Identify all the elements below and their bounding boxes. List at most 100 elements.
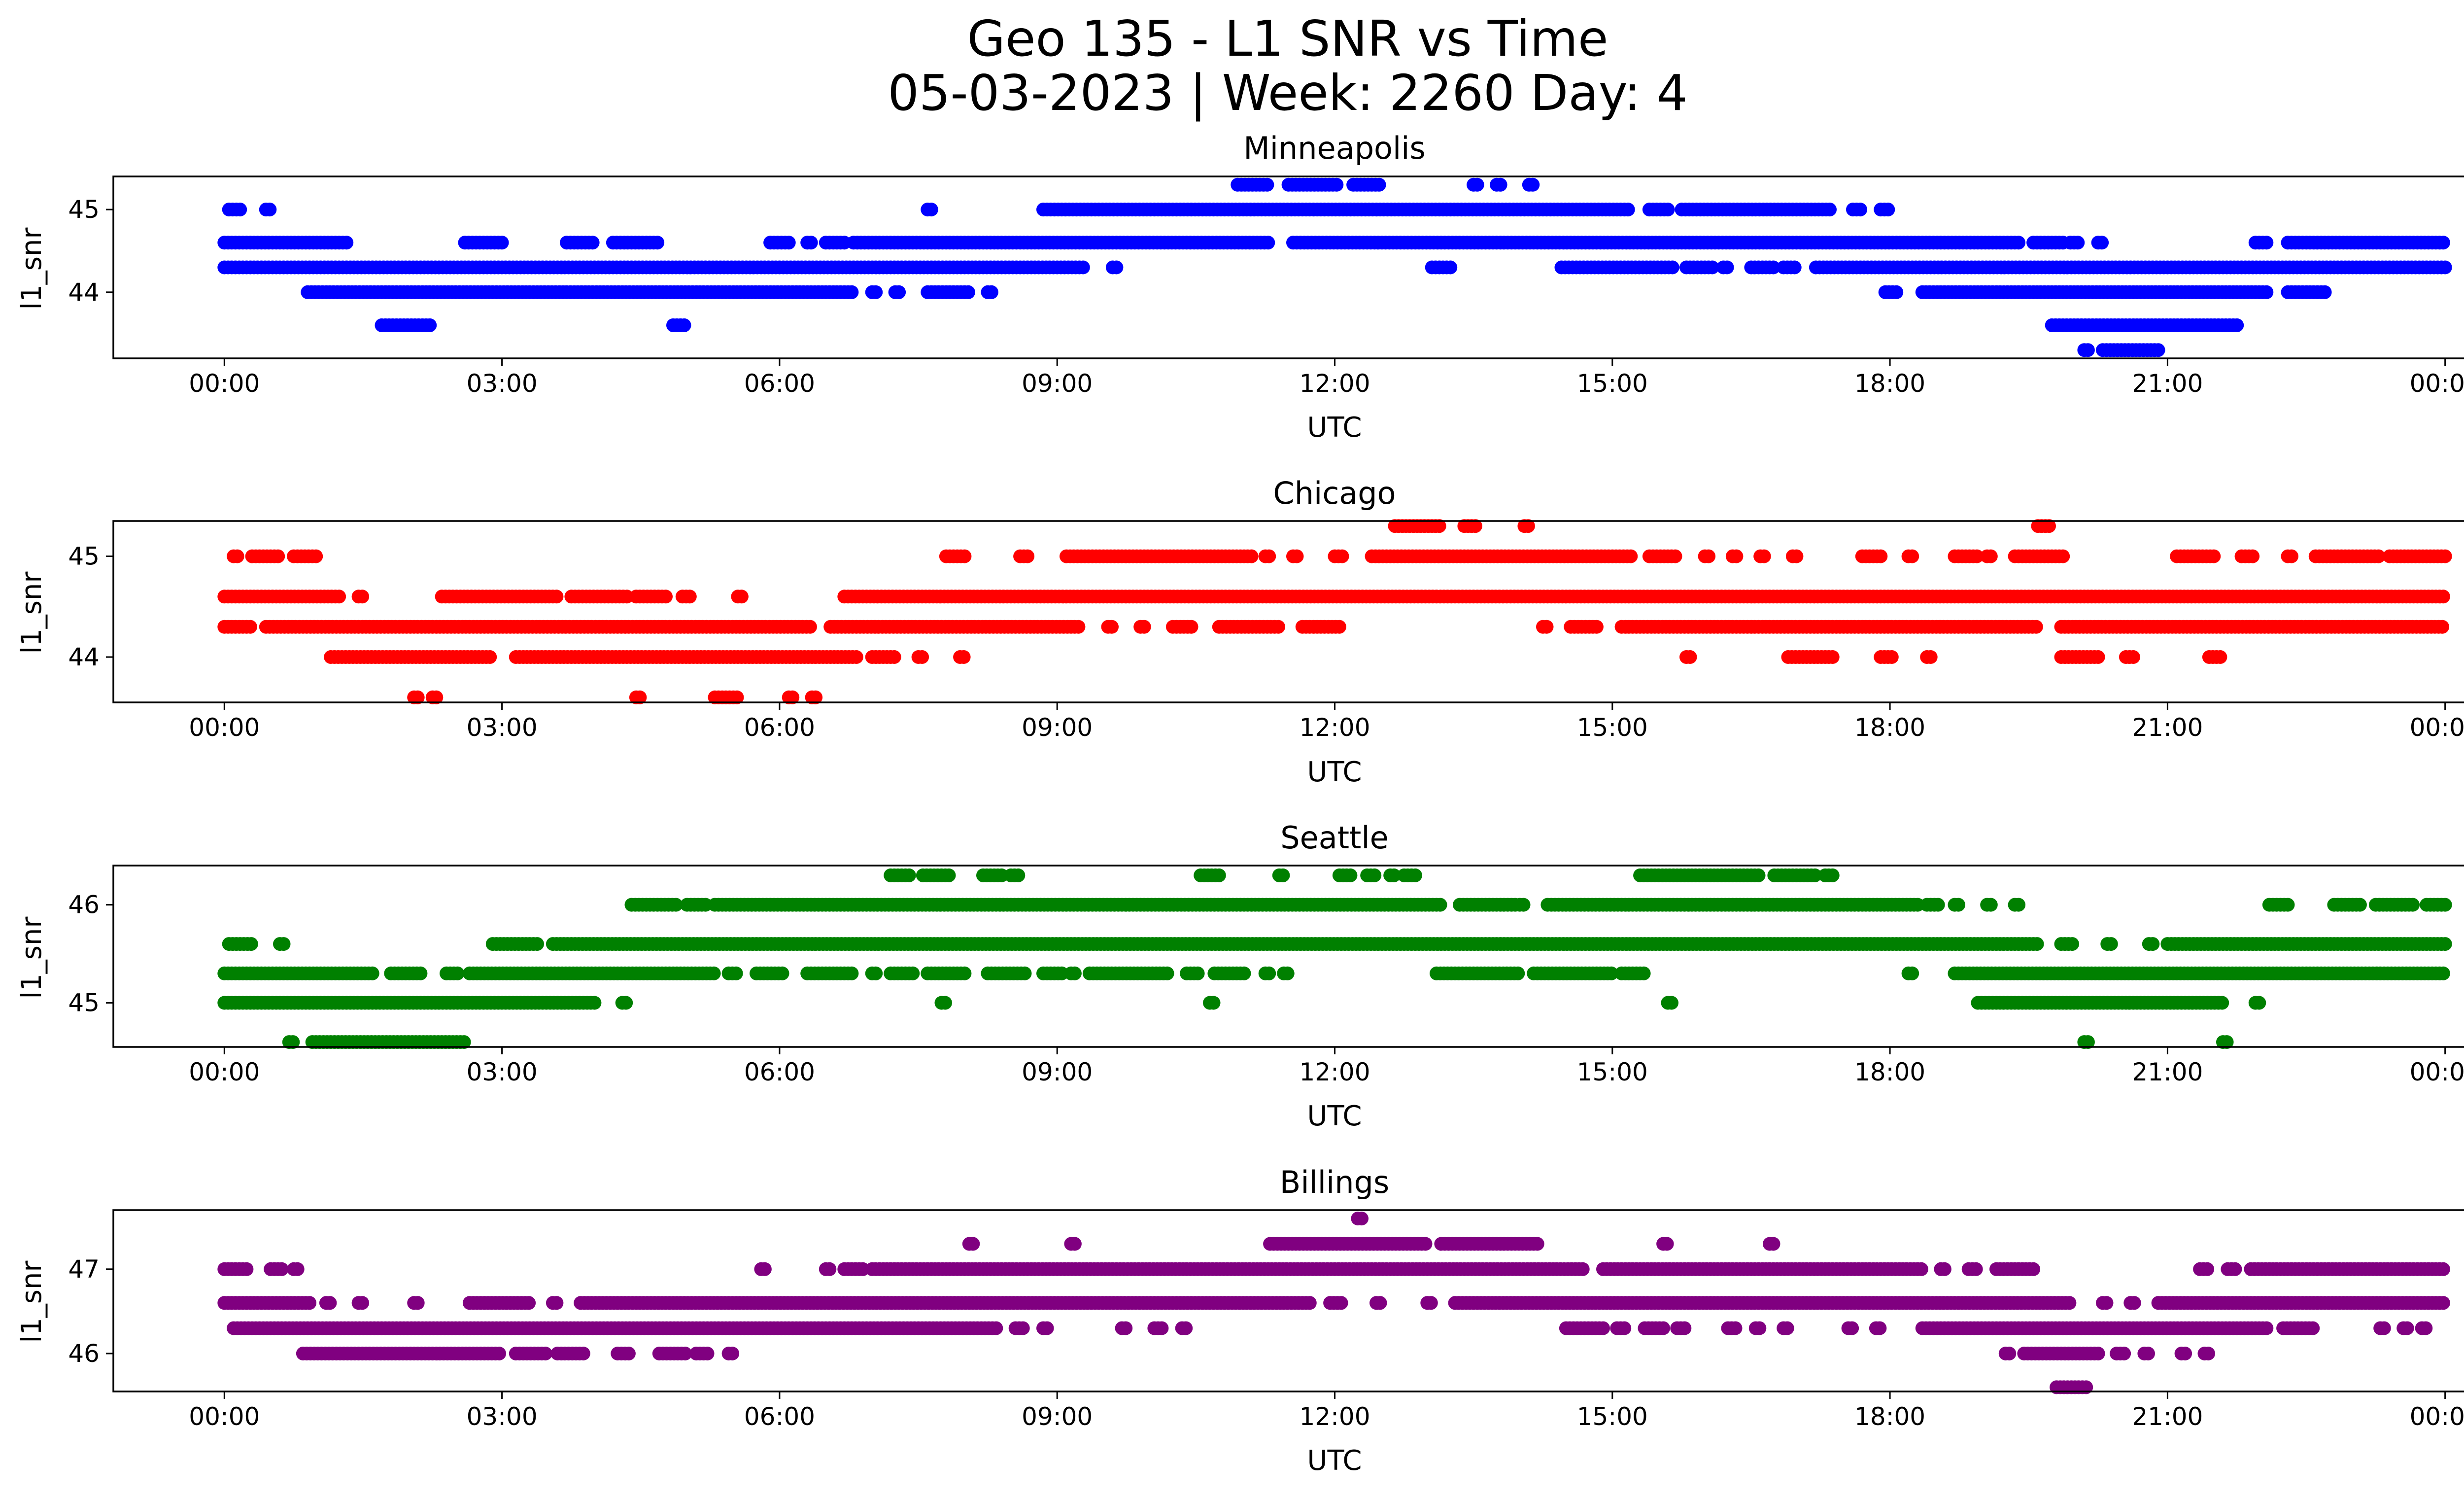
data-point (2065, 937, 2079, 951)
data-point (707, 966, 721, 980)
data-point (450, 966, 465, 980)
data-point (1280, 966, 1295, 980)
data-point (1951, 898, 1965, 912)
data-point (530, 937, 544, 951)
data-point (1330, 177, 1344, 192)
data-point (1884, 650, 1899, 664)
data-point (1372, 177, 1386, 192)
x-tick-label: 21:00 (2132, 369, 2203, 398)
data-point (2436, 966, 2450, 980)
data-point (1290, 549, 1304, 563)
data-point (782, 236, 796, 250)
panel-title: Chicago (1273, 475, 1396, 511)
data-point (1160, 966, 1174, 980)
data-point (957, 650, 971, 664)
data-point (892, 285, 906, 299)
data-point (1589, 620, 1604, 634)
data-point (1621, 203, 1635, 217)
data-point (1137, 620, 1151, 634)
data-point (1432, 519, 1446, 533)
data-point (1984, 898, 1998, 912)
x-tick-label: 09:00 (1022, 369, 1093, 398)
data-point (650, 236, 665, 250)
x-tick-label: 12:00 (1299, 1058, 1370, 1086)
data-point (659, 590, 673, 604)
data-point (1332, 620, 1346, 634)
data-point (309, 549, 323, 563)
data-point (1905, 966, 1919, 980)
data-point (1766, 260, 1780, 275)
data-point (233, 203, 247, 217)
panel-minneapolis: 00:00 03:00 06:00 09:00 12:00 15:00 18:00 21:00… (68, 175, 2464, 398)
data-point (274, 1262, 289, 1276)
data-point (413, 966, 428, 980)
data-point (1823, 203, 1837, 217)
data-point (1530, 1237, 1544, 1251)
data-point (2259, 236, 2274, 250)
data-point (1668, 549, 1682, 563)
x-tick-label: 06:00 (744, 1058, 815, 1086)
y-tick-label: 45 (68, 195, 100, 224)
data-point (2438, 260, 2452, 275)
data-point (2056, 549, 2070, 563)
data-point (2215, 996, 2229, 1010)
data-point (2151, 343, 2165, 357)
data-point (2246, 549, 2260, 563)
data-point (1853, 203, 1867, 217)
data-point (1660, 1237, 1674, 1251)
data-point (2438, 549, 2452, 563)
data-point (1874, 549, 1888, 563)
data-point (1751, 868, 1766, 882)
data-point (1433, 898, 1447, 912)
data-point (340, 236, 354, 250)
data-point (924, 203, 938, 217)
data-point (1984, 549, 1998, 563)
data-point (2438, 937, 2452, 951)
data-point (2081, 343, 2095, 357)
data-point (230, 549, 244, 563)
x-tick-label: 06:00 (744, 713, 815, 742)
y-axis-label: l1_snr (16, 227, 48, 310)
data-point (1184, 620, 1198, 634)
data-point (1368, 868, 1382, 882)
data-point (1825, 868, 1840, 882)
x-tick-label: 21:00 (2132, 713, 2203, 742)
data-point (2042, 519, 2056, 533)
data-points (217, 519, 2452, 704)
data-point (2071, 236, 2085, 250)
data-point (984, 285, 998, 299)
data-point (961, 285, 975, 299)
data-point (585, 236, 600, 250)
x-tick-label: 09:00 (1022, 1058, 1093, 1086)
data-point (1624, 549, 1638, 563)
data-point (1923, 650, 1938, 664)
data-point (2012, 898, 2026, 912)
data-point (2406, 898, 2420, 912)
panel-title: Minneapolis (1243, 130, 1426, 166)
data-point (263, 203, 277, 217)
data-point (365, 966, 379, 980)
data-point (1011, 868, 1026, 882)
x-tick-label: 15:00 (1577, 369, 1648, 398)
data-point (2095, 236, 2109, 250)
x-tick-label: 03:00 (467, 713, 538, 742)
data-point (1076, 260, 1090, 275)
figure-title-line-1: Geo 135 - L1 SNR vs Time (967, 10, 1608, 68)
data-point (1443, 260, 1458, 275)
data-point (2252, 996, 2266, 1010)
data-point (271, 549, 285, 563)
x-tick-label: 00:00 (2410, 1058, 2464, 1086)
data-point (1021, 549, 1035, 563)
data-point (1262, 549, 1276, 563)
panel-chicago: 00:00 03:00 06:00 09:00 12:00 15:00 18:00 21:00… (68, 519, 2464, 742)
data-point (1789, 549, 1804, 563)
data-point (1493, 177, 1507, 192)
data-point (1526, 177, 1540, 192)
data-point (1825, 650, 1840, 664)
data-point (845, 966, 859, 980)
data-point (495, 236, 509, 250)
x-tick-label: 15:00 (1577, 713, 1648, 742)
data-point (1105, 620, 1119, 634)
data-point (1191, 966, 1205, 980)
x-tick-label: 00:00 (189, 1058, 260, 1086)
